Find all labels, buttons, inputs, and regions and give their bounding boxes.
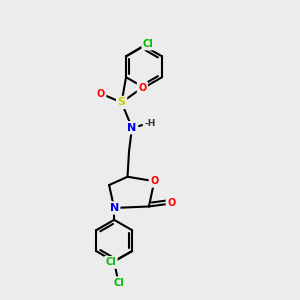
Text: -H: -H (144, 119, 155, 128)
Text: Cl: Cl (113, 278, 124, 288)
Text: O: O (167, 199, 175, 208)
Text: Cl: Cl (143, 39, 154, 49)
Text: O: O (138, 82, 146, 93)
Text: O: O (97, 88, 105, 98)
Text: Cl: Cl (105, 257, 116, 267)
Text: O: O (150, 176, 158, 186)
Text: S: S (118, 98, 126, 107)
Text: N: N (128, 123, 136, 133)
Text: N: N (110, 203, 119, 213)
